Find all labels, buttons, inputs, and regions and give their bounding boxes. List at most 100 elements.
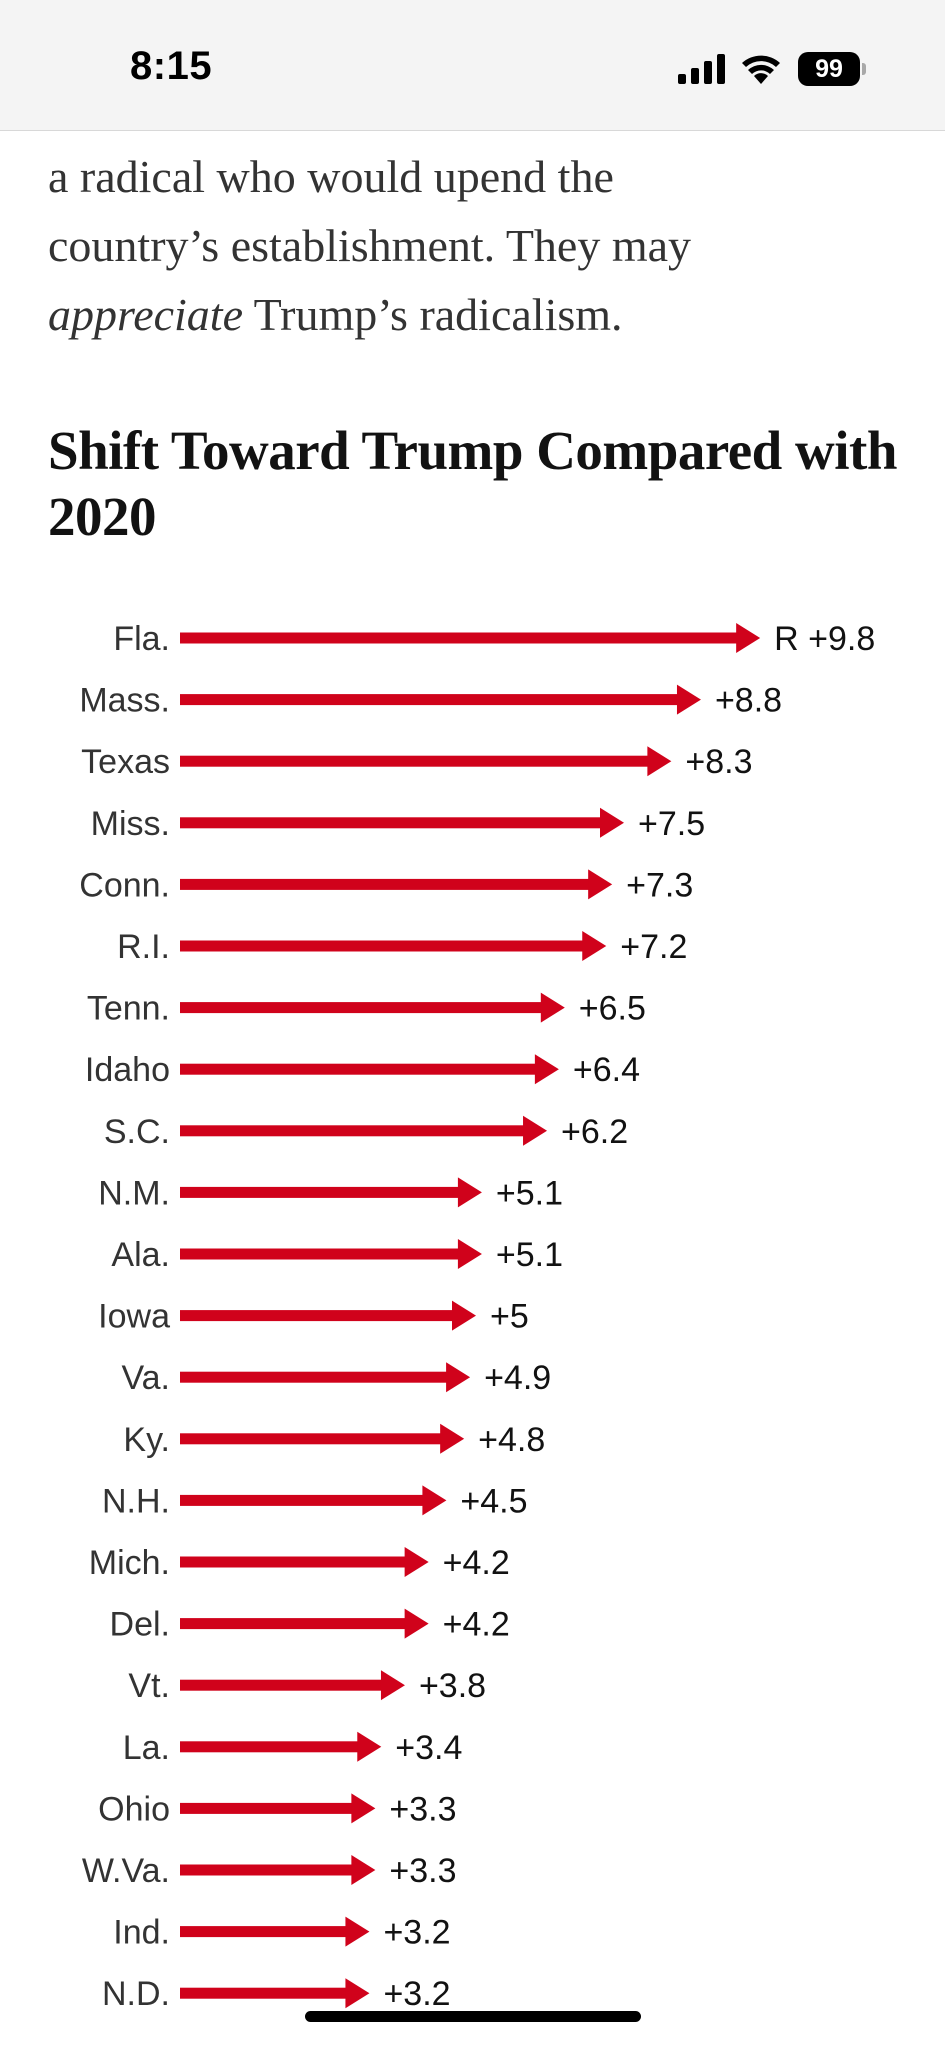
state-label: Conn. <box>79 866 170 904</box>
state-label: Vt. <box>128 1667 170 1705</box>
arrow-head <box>534 1054 559 1085</box>
arrow-head <box>647 746 672 777</box>
state-label: Texas <box>81 743 170 781</box>
shift-bar <box>180 1802 353 1814</box>
shift-bar <box>180 1987 347 1999</box>
shift-bar <box>180 1926 347 1938</box>
status-time: 8:15 <box>130 44 213 88</box>
arrow-head <box>440 1423 465 1454</box>
value-label: +3.3 <box>389 1852 456 1890</box>
article-line-3: Trump’s radicalism. <box>243 289 623 340</box>
arrow-head <box>422 1485 447 1516</box>
value-label: +4.2 <box>443 1606 510 1644</box>
value-label: +3.3 <box>389 1790 456 1828</box>
state-label: R.I. <box>117 928 170 966</box>
state-label: Del. <box>110 1606 170 1644</box>
state-label: W.Va. <box>82 1852 170 1890</box>
value-label: +6.2 <box>561 1113 628 1151</box>
value-label: +7.5 <box>638 805 705 843</box>
value-label: +5.1 <box>496 1174 563 1212</box>
state-label: Mich. <box>89 1544 170 1582</box>
value-label: +4.5 <box>460 1482 527 1520</box>
shift-bar <box>180 1186 459 1198</box>
arrow-head <box>404 1608 429 1639</box>
battery-level: 99 <box>798 52 860 86</box>
shift-bar <box>180 1002 542 1014</box>
shift-bar <box>180 1063 536 1075</box>
arrow-head <box>345 1978 370 2009</box>
shift-bar <box>180 940 584 952</box>
state-label: La. <box>123 1729 170 1767</box>
value-label: +5 <box>490 1298 529 1336</box>
state-label: N.D. <box>102 1975 170 2013</box>
battery-icon: 99 <box>798 52 866 86</box>
arrow-head <box>600 807 624 838</box>
state-label: Ind. <box>113 1914 170 1952</box>
value-label: +7.2 <box>620 928 687 966</box>
arrow-head <box>736 623 761 653</box>
shift-bar <box>180 1556 406 1568</box>
state-label: N.H. <box>102 1482 170 1520</box>
value-label: +4.2 <box>443 1544 510 1582</box>
arrow-head <box>588 869 613 900</box>
state-label: S.C. <box>104 1113 170 1151</box>
shift-bar <box>180 1679 382 1691</box>
value-label: +8.8 <box>715 682 782 720</box>
state-label: Va. <box>121 1359 170 1397</box>
value-label: +3.2 <box>383 1914 450 1952</box>
value-label: +4.9 <box>484 1359 551 1397</box>
value-label: +6.5 <box>579 990 646 1028</box>
state-label: Mass. <box>79 682 170 720</box>
shift-bar <box>180 755 649 767</box>
value-label: +8.3 <box>685 743 752 781</box>
article-paragraph: a radical who would upend the country’s e… <box>48 142 908 349</box>
signal-icon <box>678 54 725 84</box>
shift-bar <box>180 694 678 706</box>
value-label: +3.2 <box>383 1975 450 2013</box>
arrow-head <box>404 1547 429 1577</box>
battery-cap <box>862 63 866 75</box>
arrow-head <box>540 992 565 1023</box>
arrow-head <box>523 1115 548 1146</box>
state-label: Fla. <box>113 620 170 658</box>
arrow-head <box>345 1916 370 1947</box>
article-line-2: country’s establishment. They may <box>48 220 692 271</box>
article-line-1: a radical who would upend the <box>48 151 614 202</box>
shift-bar <box>180 1618 406 1630</box>
article-line-3-emphasis: appreciate <box>48 289 244 340</box>
shift-bar <box>180 1741 359 1753</box>
value-label: +5.1 <box>496 1236 563 1274</box>
shift-bar <box>180 1864 353 1876</box>
chart-title: Shift Toward Trump Compared with 2020 <box>48 420 897 547</box>
shift-bar <box>180 1371 448 1383</box>
status-bar: 8:15 99 <box>0 0 945 131</box>
home-indicator[interactable] <box>305 2011 641 2022</box>
shift-bar <box>180 1494 424 1506</box>
arrow-head <box>457 1239 482 1269</box>
arrow-head <box>676 684 701 715</box>
value-label: R +9.8 <box>774 620 875 658</box>
value-label: +4.8 <box>478 1421 545 1459</box>
shift-bar <box>180 1125 525 1137</box>
state-label: Miss. <box>91 805 170 843</box>
shift-bar <box>180 1433 442 1445</box>
arrow-head <box>457 1177 482 1208</box>
state-label: Ky. <box>123 1421 170 1459</box>
arrow-head <box>582 931 607 961</box>
arrow-head <box>446 1362 471 1393</box>
shift-chart: Fla. R +9.8 Mass. +8.8 Texas +8.3 Miss. +7.5 Con… <box>0 600 945 2048</box>
state-label: Tenn. <box>87 990 170 1028</box>
state-label: Iowa <box>98 1298 170 1336</box>
value-label: +6.4 <box>573 1051 640 1089</box>
shift-bar <box>180 1248 459 1260</box>
value-label: +3.8 <box>419 1667 486 1705</box>
chart-svg: Fla. R +9.8 Mass. +8.8 Texas +8.3 Miss. +7.5 Con… <box>79 620 875 2013</box>
state-label: Idaho <box>85 1051 170 1089</box>
arrow-head <box>357 1731 382 1762</box>
state-label: Ohio <box>98 1790 170 1828</box>
shift-bar <box>180 1310 453 1322</box>
shift-bar <box>180 878 590 890</box>
arrow-head <box>351 1855 376 1885</box>
value-label: +7.3 <box>626 866 693 904</box>
arrow-head <box>380 1670 405 1701</box>
